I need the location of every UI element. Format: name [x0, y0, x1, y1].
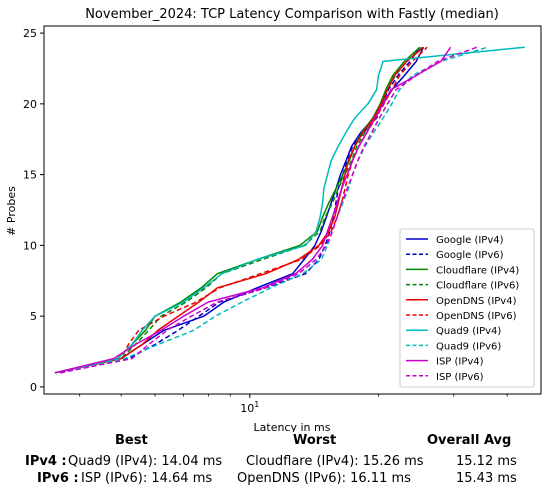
summary-best-value: Quad9 (IPv4): 14.04 ms: [68, 454, 223, 469]
y-tick-label: 25: [23, 27, 37, 40]
legend-label: ISP (IPv4): [436, 357, 484, 368]
chart-legend: Google (IPv4) Google (IPv6) Cloudflare (IP…: [399, 228, 535, 388]
summary-row-label: IPv6 :: [37, 471, 79, 486]
series-line: [54, 46, 425, 374]
y-tick-label: 15: [23, 169, 37, 182]
series-line: [54, 46, 421, 374]
legend-label: Cloudflare (IPv6): [436, 281, 519, 292]
summary-table: Best Worst Overall Avg IPv4 : Quad9 (IPv…: [0, 432, 548, 496]
series-line: [54, 46, 452, 374]
x-tick-label: 101: [240, 400, 259, 415]
summary-header-best: Best: [115, 433, 148, 448]
legend-label: OpenDNS (IPv4): [436, 296, 517, 307]
summary-header-worst: Worst: [293, 433, 337, 448]
summary-avg-value: 15.12 ms: [456, 454, 517, 469]
series-line: [54, 46, 428, 374]
y-tick-label: 20: [23, 98, 37, 111]
legend-label: Google (IPv4): [436, 235, 504, 246]
legend-label: Cloudflare (IPv4): [436, 265, 519, 276]
y-tick-label: 5: [30, 310, 37, 323]
legend-label: Quad9 (IPv6): [436, 341, 501, 352]
chart-title: November_2024: TCP Latency Comparison wi…: [85, 7, 499, 22]
y-tick-label: 0: [30, 381, 37, 394]
summary-worst-value: Cloudflare (IPv4): 15.26 ms: [246, 454, 424, 469]
series-line: [60, 46, 421, 374]
legend-label: Google (IPv6): [436, 250, 504, 261]
series-line: [60, 46, 478, 374]
series-line: [60, 46, 423, 374]
axes-frame: [43, 25, 542, 395]
series-line: [54, 46, 425, 374]
summary-header-avg: Overall Avg: [427, 433, 512, 448]
y-axis-label: # Probes: [5, 186, 18, 236]
summary-worst-value: OpenDNS (IPv6): 16.11 ms: [237, 471, 411, 486]
summary-best-value: ISP (IPv6): 14.64 ms: [81, 471, 213, 486]
y-tick-label: 10: [23, 239, 37, 252]
summary-avg-value: 15.43 ms: [456, 471, 517, 486]
legend-label: Quad9 (IPv4): [436, 326, 501, 337]
plot-area: [54, 46, 525, 374]
legend-label: OpenDNS (IPv6): [436, 311, 517, 322]
summary-row-label: IPv4 :: [25, 454, 67, 469]
axes: 0 5 10 15 20 25 101: [23, 25, 542, 415]
series-line: [54, 46, 525, 374]
x-axis-label: Latency in ms: [254, 421, 331, 432]
legend-box: [399, 228, 535, 388]
legend-label: ISP (IPv6): [436, 372, 484, 383]
latency-chart: November_2024: TCP Latency Comparison wi…: [5, 7, 542, 432]
